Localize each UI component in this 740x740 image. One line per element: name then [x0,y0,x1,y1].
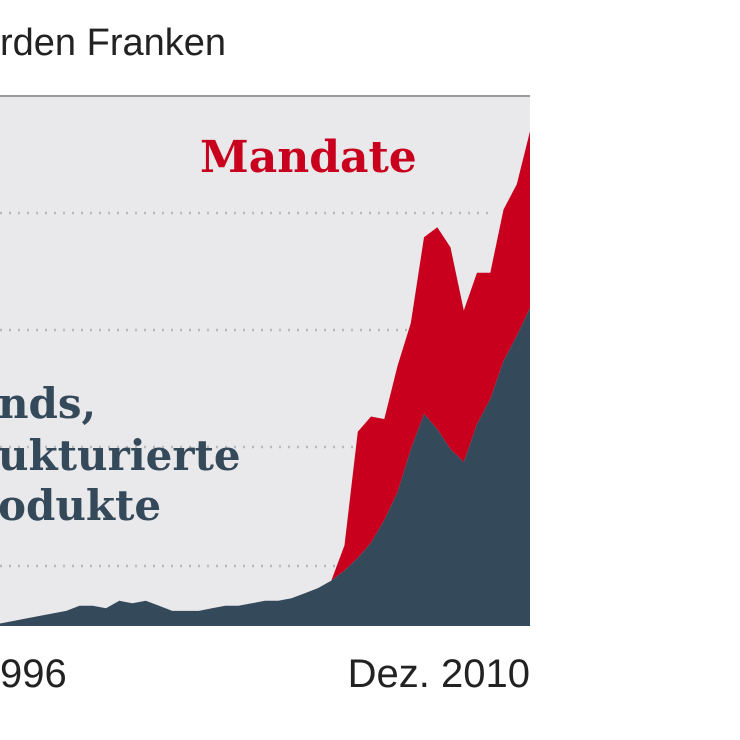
x-tick-label-end: Dez. 2010 [347,652,530,696]
chart-subtitle: rden Franken [0,22,227,64]
grid-lines [0,211,490,568]
series-label-funds-line-2: odukte [0,481,161,530]
series-label-funds-line-0: nds, [0,379,96,428]
series-label-funds-line-1: ukturierte [0,431,241,480]
series-area-funds [0,308,530,626]
series-area-mandate [0,131,530,624]
series-label-mandate: Mandate [200,132,417,183]
x-tick-label-start: 996 [0,652,67,696]
